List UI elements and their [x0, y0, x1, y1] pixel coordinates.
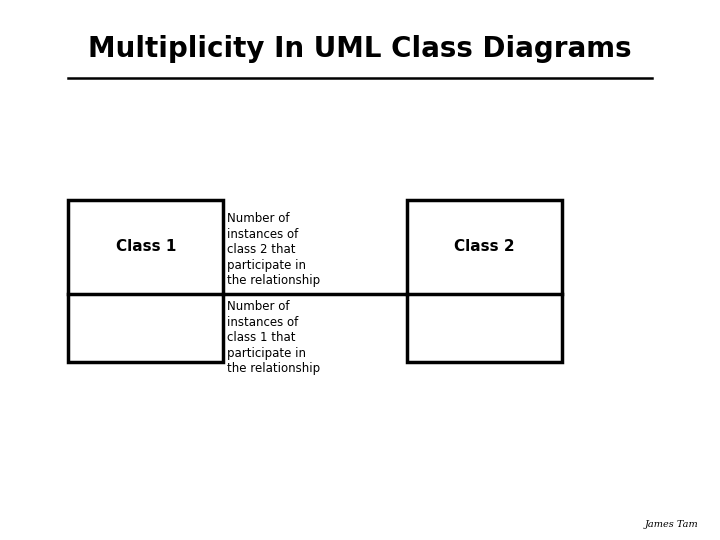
Bar [407, 200, 562, 362]
Text: Multiplicity In UML Class Diagrams: Multiplicity In UML Class Diagrams [88, 35, 632, 63]
Text: Number of
instances of
class 1 that
participate in
the relationship: Number of instances of class 1 that part… [227, 300, 320, 375]
Text: James Tam: James Tam [644, 520, 698, 529]
Text: Number of
instances of
class 2 that
participate in
the relationship: Number of instances of class 2 that part… [227, 212, 320, 287]
Bar [68, 200, 223, 362]
Text: Class 2: Class 2 [454, 239, 515, 254]
Text: Class 1: Class 1 [116, 239, 176, 254]
